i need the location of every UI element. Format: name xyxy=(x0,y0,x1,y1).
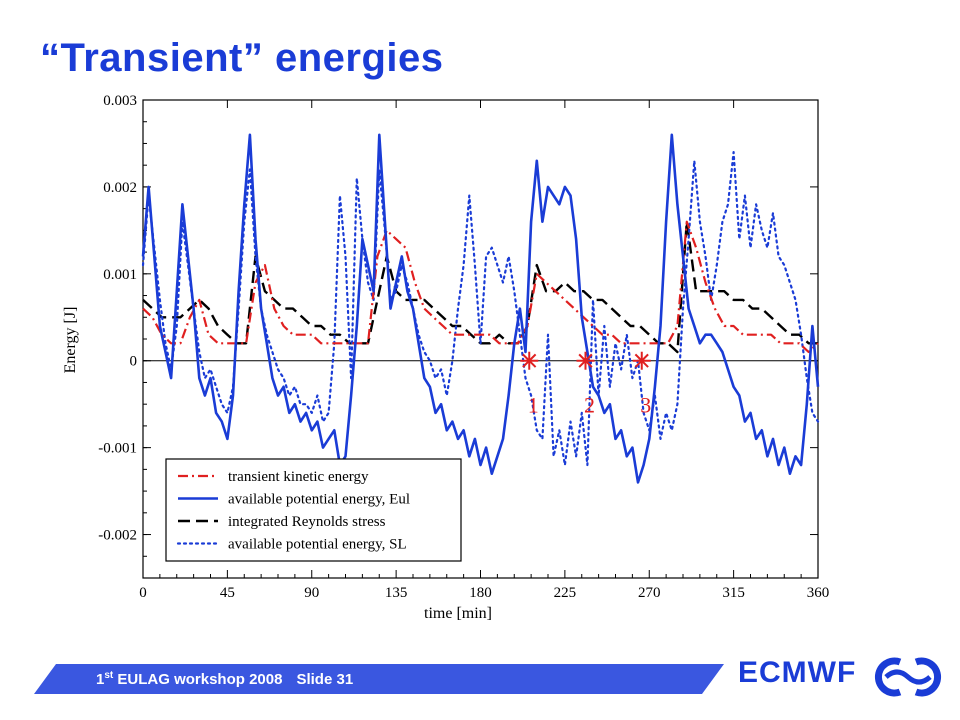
marker-label: 3 xyxy=(640,393,651,418)
y-axis-label: Energy [J] xyxy=(62,307,79,374)
marker-label: 2 xyxy=(584,393,595,418)
y-tick-label: -0.002 xyxy=(98,528,137,544)
y-tick-label: 0 xyxy=(130,354,138,370)
footer-bar xyxy=(34,664,724,694)
x-axis-label: time [min] xyxy=(424,605,492,622)
marker-label: 1 xyxy=(528,393,539,418)
y-tick-label: 0.002 xyxy=(103,180,137,196)
event-marker-1: 1 xyxy=(520,351,539,418)
y-tick-label: 0.001 xyxy=(103,267,137,283)
marker-star xyxy=(578,353,593,368)
axis-ticks: 0 45 90 135 180 225 270 315 360 0.003 0.002 0.001 0 -… xyxy=(98,93,829,601)
legend-item-1: transient kinetic energy xyxy=(178,469,369,485)
slide-title: “Transient” energies xyxy=(40,36,444,80)
event-marker-2: 2 xyxy=(576,351,595,418)
event-markers: 1 2 3 xyxy=(520,351,651,418)
legend-label: available potential energy, SL xyxy=(228,537,407,553)
legend-item-3: integrated Reynolds stress xyxy=(178,514,386,530)
legend-item-4: available potential energy, SL xyxy=(176,537,407,553)
legend-label: transient kinetic energy xyxy=(228,469,369,485)
x-tick-label: 270 xyxy=(638,585,661,601)
footer-superscript: st xyxy=(104,670,114,681)
x-tick-label: 135 xyxy=(385,585,408,601)
energy-chart: 0 45 90 135 180 225 270 315 360 0.003 0.002 0.001 0 -… xyxy=(62,93,829,622)
legend-label: integrated Reynolds stress xyxy=(228,514,386,530)
y-tick-label: 0.003 xyxy=(103,93,137,109)
marker-star xyxy=(522,353,537,368)
x-tick-label: 90 xyxy=(304,585,319,601)
marker-star xyxy=(634,353,649,368)
footer-event: EULAG workshop 2008 xyxy=(113,671,283,688)
x-tick-label: 180 xyxy=(469,585,492,601)
brand-name: ECMWF xyxy=(738,656,857,689)
event-marker-3: 3 xyxy=(632,351,651,418)
series-line-2 xyxy=(141,133,820,484)
series-lines xyxy=(141,133,820,484)
x-tick-label: 315 xyxy=(722,585,745,601)
ecmwf-logo-icon xyxy=(875,657,941,697)
footer-ordinal: 1 xyxy=(96,671,105,688)
legend-label: available potential energy, Eul xyxy=(228,492,410,508)
legend-item-2: available potential energy, Eul xyxy=(178,492,410,508)
footer-text: 1st EULAG workshop 2008 Slide 31 xyxy=(96,670,353,688)
x-tick-label: 45 xyxy=(220,585,235,601)
series-line-1 xyxy=(142,220,819,354)
series-line-4 xyxy=(141,150,820,467)
slide-number: Slide 31 xyxy=(296,671,354,688)
x-tick-label: 0 xyxy=(139,585,147,601)
x-tick-label: 225 xyxy=(554,585,577,601)
y-tick-label: -0.001 xyxy=(98,441,137,457)
x-tick-label: 360 xyxy=(807,585,830,601)
chart-legend: transient kinetic energy available potent… xyxy=(165,458,462,562)
